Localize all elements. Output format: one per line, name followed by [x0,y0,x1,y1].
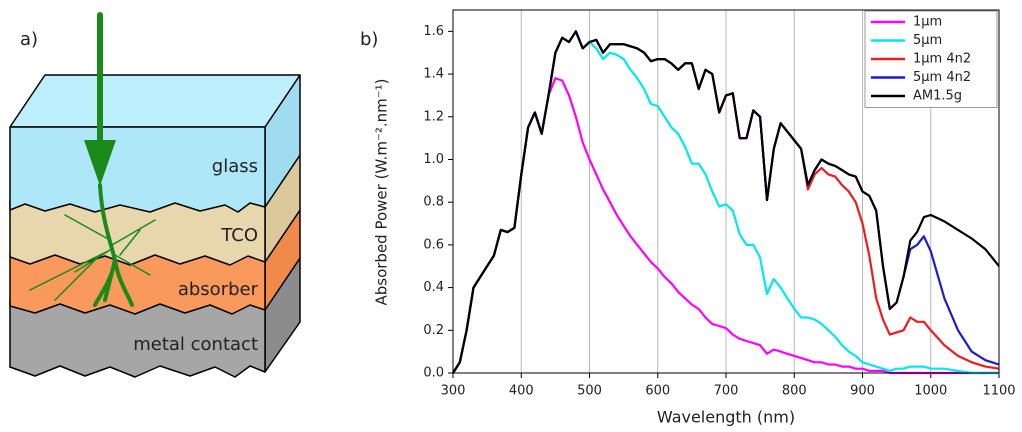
legend-label: 5µm 4n2 [913,70,971,85]
x-tick-label: 1000 [914,384,947,399]
legend-label: 1µm [913,15,942,30]
x-tick-label: 800 [782,384,807,399]
metal-front [9,299,266,378]
glass-front [9,126,266,213]
y-tick-label: 0.4 [423,280,444,295]
legend-label: AM1.5g [913,89,962,104]
y-tick-label: 0.0 [423,366,444,381]
y-tick-label: 1.2 [423,109,444,124]
x-tick-label: 1100 [982,384,1015,399]
y-tick-label: 1.0 [423,152,444,167]
y-tick-label: 1.4 [423,67,444,82]
plot-frame [452,9,1000,374]
legend-label: 5µm [913,33,942,48]
layer-label: absorber [178,279,259,300]
x-tick-label: 600 [645,384,670,399]
x-tick-label: 700 [714,384,739,399]
y-tick-label: 1.6 [423,24,444,39]
x-axis-label: Wavelength (nm) [657,408,795,427]
x-tick-label: 900 [850,384,875,399]
x-tick-label: 400 [509,384,534,399]
y-tick-label: 0.8 [423,195,444,210]
x-tick-label: 300 [441,384,466,399]
panel-label: a) [20,29,38,50]
diagram [9,12,301,378]
legend-label: 1µm 4n2 [913,52,971,67]
x-tick-label: 500 [577,384,602,399]
light-arrow [29,12,156,307]
layer-label: glass [212,156,258,177]
y-tick-label: 0.2 [423,323,444,338]
y-tick-label: 0.6 [423,237,444,252]
layer-label: metal contact [133,334,258,355]
y-axis-label: Absorbed Power (W.m⁻².nm⁻¹) [373,78,391,305]
plot: 300 400 500 600 700 800 900 1000 1100 0.0 0.2 0.4 0.… [423,9,1016,399]
absorber-front [9,254,266,315]
legend: 1µm 5µm 1µm 4n2 5µm 4n2 AM1.5g [864,10,998,108]
panel-label: b) [360,29,378,50]
layer-label: TCO [220,225,258,246]
series-line [452,30,1000,374]
glass-top [9,74,301,128]
